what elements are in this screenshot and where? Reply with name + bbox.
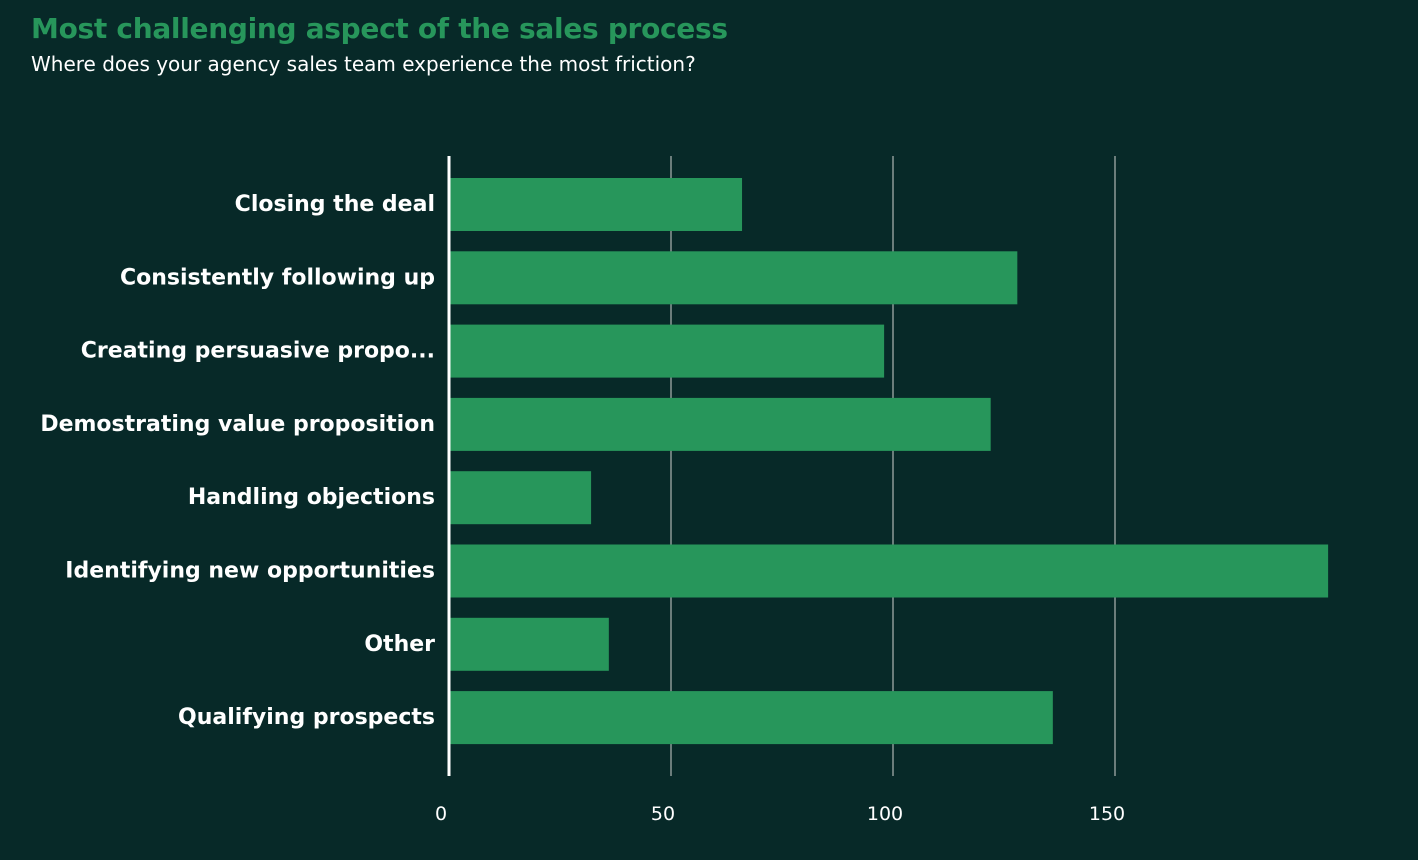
grid-lines [670,156,1116,776]
bar[interactable] [449,251,1018,305]
x-tick-label: 100 [867,803,903,825]
category-label: Qualifying prospects [178,705,435,730]
category-labels: Closing the deal Consistently following u… [40,192,435,730]
bar[interactable] [449,544,1329,598]
category-label: Identifying new opportunities [65,559,435,584]
bar[interactable] [449,617,609,671]
x-tick-label: 150 [1089,803,1125,825]
chart-subtitle: Where does your agency sales team experi… [31,52,696,76]
category-label: Demostrating value proposition [40,412,435,437]
category-label: Handling objections [188,485,435,510]
bar[interactable] [449,178,743,231]
category-label: Other [364,632,435,657]
bar[interactable] [449,691,1053,745]
chart-title: Most challenging aspect of the sales pro… [31,12,728,45]
category-label: Closing the deal [235,192,435,217]
x-tick-label: 50 [651,803,675,825]
x-tick-label: 0 [435,803,447,825]
bar[interactable] [449,471,592,525]
tick-labels: 0 50 100 150 [435,803,1125,825]
category-label: Consistently following up [120,265,435,290]
bars [449,178,1329,745]
bar[interactable] [449,324,885,378]
bar[interactable] [449,397,991,451]
category-label: Creating persuasive propo... [81,339,435,364]
